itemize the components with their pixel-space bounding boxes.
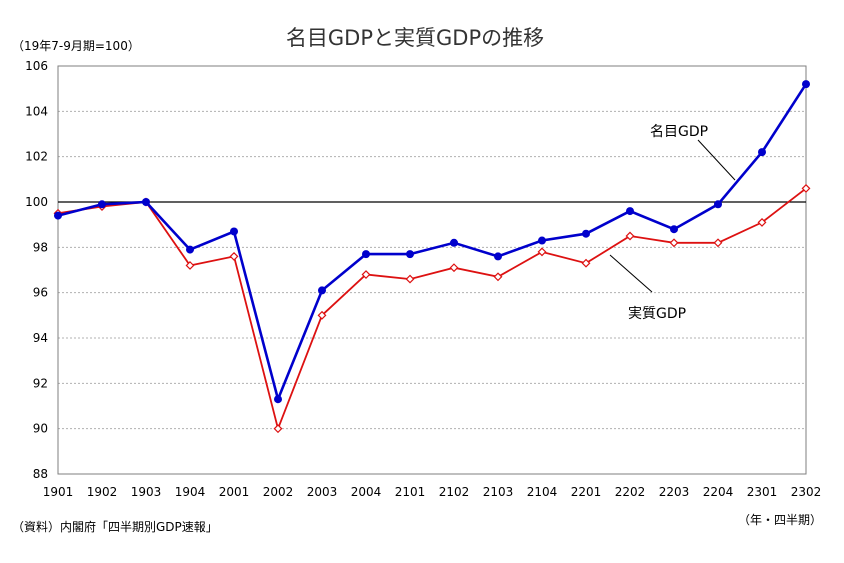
nominal-gdp-point [538, 236, 546, 245]
nominal-gdp-point [142, 198, 150, 206]
real-gdp-point [581, 258, 591, 268]
x-tick-label: 2103 [483, 485, 514, 499]
x-tick-label: 2203 [659, 485, 690, 499]
real-gdp-point [669, 238, 679, 248]
series-group [53, 80, 811, 434]
real-gdp-point [713, 238, 723, 248]
x-tick-label: 2101 [395, 485, 426, 499]
x-tick-label: 2202 [615, 485, 646, 499]
nominal-gdp-point [582, 229, 590, 238]
x-tick-label: 2001 [219, 485, 250, 499]
nominal-gdp-point [186, 245, 194, 254]
real-label-leader [609, 254, 653, 293]
nominal-gdp-point [318, 286, 326, 295]
real-gdp-point [185, 261, 195, 270]
chart-title: 名目GDPと実質GDPの推移 [286, 26, 544, 50]
x-axis-note: （年・四半期） [738, 513, 822, 527]
real-gdp-point [493, 272, 503, 282]
y-tick-label: 92 [33, 376, 48, 390]
y-tick-label: 94 [33, 331, 48, 345]
nominal-gdp-point [406, 250, 414, 259]
real-series-label: 実質GDP [628, 306, 686, 322]
x-tick-label: 2204 [703, 485, 734, 499]
real-gdp-point [405, 274, 415, 284]
nominal-gdp-point [670, 225, 678, 234]
x-tick-labels: 1901 1902 1903 1904 2001 2002 2003 2004 2101 2102… [43, 485, 822, 499]
nominal-gdp-point [362, 250, 370, 259]
y-tick-label: 90 [33, 422, 48, 436]
x-tick-label: 2301 [747, 485, 778, 499]
nominal-gdp-point [714, 200, 722, 209]
real-gdp-point [625, 231, 635, 241]
nominal-gdp-point [230, 227, 238, 236]
x-tick-label: 1902 [87, 485, 118, 499]
y-tick-label: 106 [25, 59, 48, 73]
real-gdp-point [801, 183, 811, 193]
nominal-gdp-point [450, 238, 458, 247]
y-tick-labels: 88 90 92 94 96 98 100 102 104 106 [25, 59, 48, 481]
nominal-label-leader [697, 139, 736, 181]
x-tick-label: 2201 [571, 485, 602, 499]
x-tick-label: 2002 [263, 485, 294, 499]
nominal-gdp-point [758, 148, 766, 157]
nominal-gdp-point [626, 207, 634, 216]
x-tick-label: 2003 [307, 485, 338, 499]
x-tick-label: 1901 [43, 485, 74, 499]
x-tick-label: 2102 [439, 485, 470, 499]
y-tick-label: 102 [25, 150, 48, 164]
real-gdp-point [273, 424, 283, 434]
x-tick-label: 2302 [791, 485, 822, 499]
real-gdp-point [229, 251, 239, 261]
y-tick-label: 100 [25, 195, 48, 209]
real-gdp-point [537, 247, 547, 257]
nominal-gdp-point [494, 252, 502, 261]
real-gdp-point [361, 270, 371, 279]
nominal-series-label: 名目GDP [650, 124, 708, 140]
real-gdp-point [757, 217, 767, 227]
nominal-gdp-point [274, 395, 282, 404]
y-tick-label: 104 [25, 104, 48, 118]
x-tick-label: 1904 [175, 485, 206, 499]
source-note: （資料）内閣府「四半期別GDP速報」 [12, 519, 218, 534]
x-tick-label: 2004 [351, 485, 382, 499]
plot-frame [57, 65, 807, 475]
unit-note: （19年7-9月期=100） [12, 39, 140, 53]
nominal-gdp-point [98, 200, 106, 209]
real-gdp-line [57, 187, 807, 432]
x-tick-label: 2104 [527, 485, 558, 499]
nominal-gdp-line [57, 83, 808, 404]
x-tick-label: 1903 [131, 485, 162, 499]
nominal-gdp-point [802, 80, 810, 89]
real-gdp-point [449, 263, 459, 273]
y-tick-label: 96 [33, 286, 48, 300]
axes [57, 65, 807, 475]
y-tick-label: 88 [33, 467, 48, 481]
y-tick-label: 98 [33, 240, 48, 254]
real-gdp-point [317, 310, 327, 320]
nominal-gdp-point [54, 211, 62, 220]
